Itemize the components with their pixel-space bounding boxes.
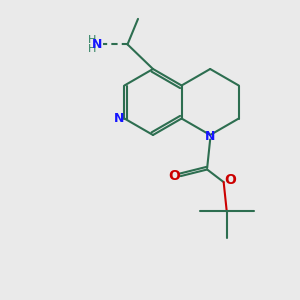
Text: O: O <box>168 169 180 183</box>
Text: N: N <box>92 38 102 51</box>
Text: O: O <box>224 173 236 187</box>
Text: N: N <box>114 112 124 125</box>
Text: H: H <box>88 35 97 45</box>
Text: N: N <box>205 130 215 143</box>
Text: H: H <box>88 44 97 54</box>
